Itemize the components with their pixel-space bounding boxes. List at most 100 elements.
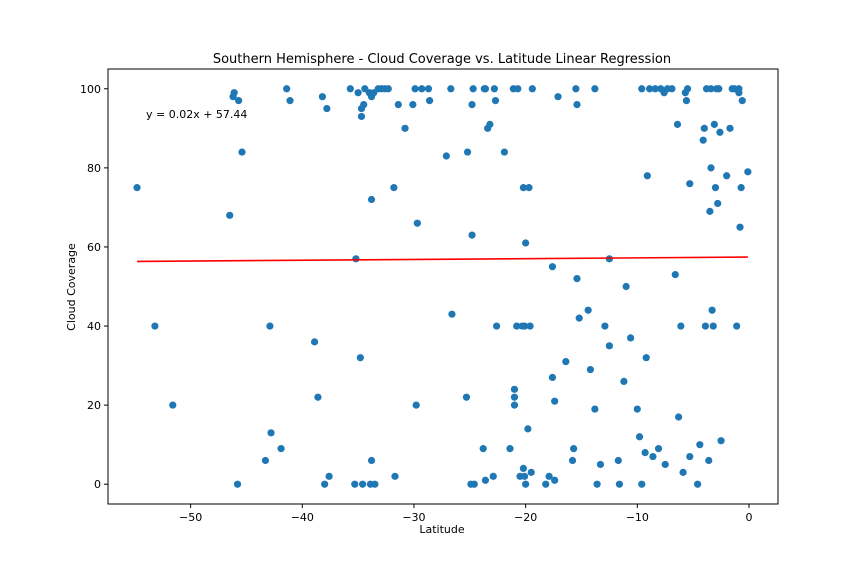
data-point [286, 97, 294, 105]
data-point [593, 480, 601, 488]
data-point [514, 85, 522, 93]
data-point [661, 460, 669, 469]
data-point [686, 452, 694, 461]
data-point [633, 405, 641, 413]
regression-equation: y = 0.02x + 57.44 [146, 108, 247, 121]
data-point [486, 120, 494, 128]
data-point [133, 184, 141, 192]
data-point [584, 306, 592, 314]
data-point [448, 310, 456, 318]
data-point [479, 445, 487, 453]
data-point [572, 85, 580, 93]
data-point [321, 480, 329, 488]
data-point [575, 314, 583, 322]
data-point [700, 124, 708, 132]
regression-line-group [137, 256, 748, 263]
data-point [391, 472, 399, 480]
data-point [491, 97, 500, 105]
data-point [638, 480, 646, 488]
y-tick-label: 20 [87, 399, 101, 412]
data-point [409, 100, 417, 109]
data-point [737, 184, 745, 192]
data-point [726, 124, 734, 132]
chart-title: Southern Hemisphere - Cloud Coverage vs.… [213, 52, 671, 67]
data-point [542, 480, 550, 488]
data-point [412, 401, 420, 409]
data-point [520, 472, 529, 480]
data-point [519, 184, 528, 192]
data-point [716, 128, 724, 136]
data-point [522, 239, 530, 247]
data-point [469, 85, 477, 93]
plot-area [107, 68, 779, 505]
data-point [367, 195, 376, 204]
data-point [649, 452, 657, 461]
data-point [283, 85, 291, 93]
x-tick-label: −20 [514, 511, 537, 524]
data-point [554, 93, 562, 101]
data-point [677, 322, 685, 330]
y-tick-label: 40 [87, 320, 101, 333]
data-point [622, 282, 630, 291]
data-point [490, 85, 498, 93]
data-point [235, 97, 243, 105]
data-point [226, 211, 234, 219]
data-point [367, 456, 376, 465]
data-point [573, 100, 581, 109]
data-point [151, 322, 159, 330]
x-tick-label: −40 [291, 511, 314, 524]
data-point [601, 322, 609, 330]
data-point [682, 97, 691, 105]
data-point [463, 148, 472, 156]
data-point [705, 456, 713, 465]
data-point [709, 322, 717, 330]
data-point [551, 397, 559, 405]
data-point [470, 480, 478, 488]
data-point [699, 136, 707, 144]
data-point [675, 413, 683, 421]
data-point [357, 112, 366, 121]
data-point [723, 172, 731, 180]
x-axis: −50 −40 −30 −20 −10 0 [179, 504, 752, 524]
data-point [715, 85, 723, 93]
data-point [615, 480, 624, 488]
data-point [394, 100, 402, 109]
data-point [506, 445, 514, 453]
data-point [696, 441, 704, 449]
data-point [591, 405, 599, 413]
regression-line [137, 256, 748, 263]
data-point [679, 468, 687, 476]
data-point [643, 172, 651, 180]
data-point [413, 219, 421, 227]
data-points [133, 85, 752, 488]
data-point [267, 429, 275, 437]
data-point [671, 271, 679, 279]
data-point [668, 85, 676, 93]
data-point [346, 85, 354, 93]
data-point [401, 124, 409, 132]
data-point [277, 445, 285, 453]
data-point [354, 89, 362, 97]
data-point [627, 334, 635, 342]
y-axis: 0 20 40 60 80 100 [80, 83, 108, 491]
data-point [683, 85, 692, 93]
data-point [641, 448, 649, 457]
data-point [708, 306, 716, 314]
y-axis-label: Cloud Coverage [65, 243, 78, 331]
y-tick-label: 80 [87, 162, 101, 175]
data-point [481, 476, 490, 484]
data-point [390, 184, 398, 192]
data-point [651, 85, 659, 93]
data-point [493, 322, 501, 330]
data-point [735, 89, 743, 97]
data-point [510, 393, 519, 401]
data-point [310, 338, 319, 346]
data-point [614, 456, 622, 465]
data-point [570, 445, 578, 453]
data-point [468, 231, 476, 239]
data-point [468, 100, 476, 109]
data-point [710, 120, 718, 128]
data-point [528, 85, 536, 93]
data-point [351, 480, 359, 488]
data-point [356, 354, 364, 362]
